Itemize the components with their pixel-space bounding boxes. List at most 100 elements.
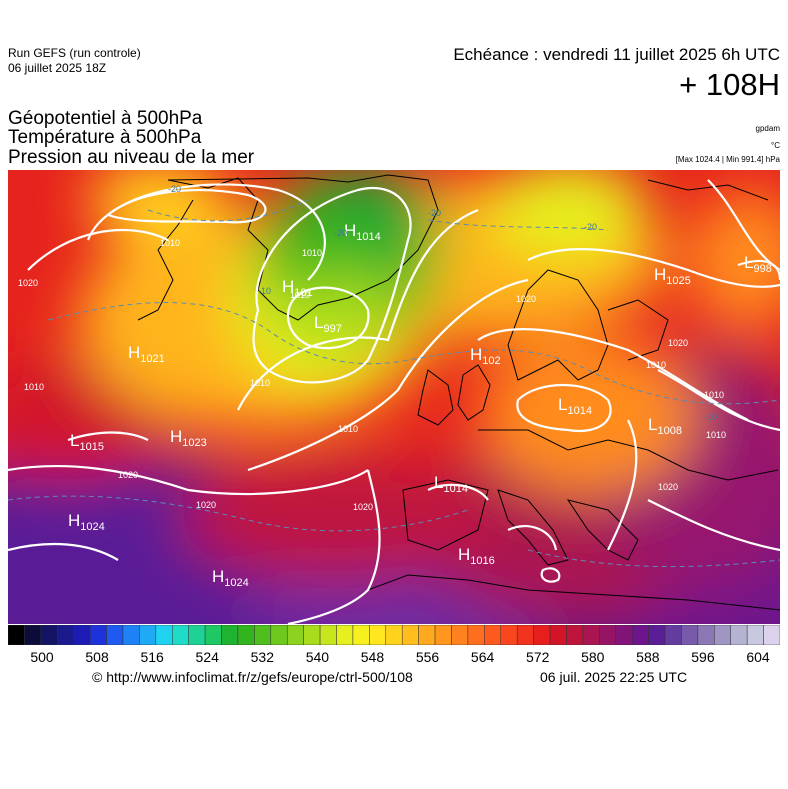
- pressure-center: L1008: [648, 415, 682, 437]
- color-scale: [8, 625, 780, 645]
- isobar-label: 1020: [118, 470, 138, 480]
- isobar-label: 1010: [706, 430, 726, 440]
- isobar-label: 1020: [196, 500, 216, 510]
- color-swatch: [714, 625, 731, 645]
- color-swatch: [254, 625, 272, 645]
- color-swatch: [155, 625, 173, 645]
- color-swatch: [697, 625, 715, 645]
- color-swatch: [24, 625, 42, 645]
- color-swatch: [664, 625, 682, 645]
- color-swatch: [89, 625, 107, 645]
- color-swatch: [237, 625, 255, 645]
- pressure-center: H1023: [170, 427, 207, 449]
- color-swatch: [516, 625, 534, 645]
- pressure-center: H1024: [212, 567, 249, 589]
- color-scale-tick: 564: [470, 649, 495, 665]
- color-swatch: [303, 625, 321, 645]
- isobar-label: 1010: [646, 360, 666, 370]
- isobar-label: 1010: [290, 290, 310, 300]
- isobar-label: 1010: [250, 378, 270, 388]
- pressure-center: L998: [744, 253, 772, 275]
- unit-geopotential: gpdam: [755, 124, 780, 133]
- color-scale-tick: 604: [746, 649, 770, 665]
- color-scale-tick: 508: [85, 649, 109, 665]
- color-swatch: [467, 625, 485, 645]
- parameter-pressure: Pression au niveau de la mer: [8, 147, 255, 168]
- run-title: Run GEFS (run controle): [8, 46, 141, 60]
- isotherm-label: -20: [334, 228, 347, 238]
- geopotential-field: [8, 170, 780, 624]
- isobar-label: 1010: [704, 390, 724, 400]
- color-swatch: [615, 625, 633, 645]
- color-swatch: [385, 625, 403, 645]
- pressure-center: L1014: [558, 395, 592, 417]
- color-swatch: [139, 625, 157, 645]
- color-scale-tick: 532: [250, 649, 274, 665]
- color-swatch: [500, 625, 518, 645]
- color-swatch: [204, 625, 222, 645]
- run-date: 06 juillet 2025 18Z: [8, 61, 107, 75]
- isotherm-label: -10: [258, 286, 271, 296]
- pressure-center: H101: [282, 277, 313, 299]
- isotherm-label: -20: [584, 222, 597, 232]
- copyright-text: © http://www.infoclimat.fr/z/gefs/europe…: [92, 669, 413, 685]
- color-swatch: [319, 625, 337, 645]
- isotherm-label: -20: [428, 208, 441, 218]
- color-swatch: [352, 625, 370, 645]
- isobar-label: 1010: [302, 248, 322, 258]
- color-swatch: [57, 625, 74, 645]
- color-swatch: [599, 625, 616, 645]
- color-scale-ticks: 500 508 516 524 532 540 548 556 564 572 580 588 596 6…: [8, 649, 780, 667]
- color-scale-tick: 588: [636, 649, 660, 665]
- color-swatch: [648, 625, 666, 645]
- isobar-label: 1020: [516, 294, 536, 304]
- isobar-label: 1010: [160, 238, 180, 248]
- color-swatch: [730, 625, 748, 645]
- color-swatch: [434, 625, 452, 645]
- color-swatch: [40, 625, 58, 645]
- isobar-label: 1020: [353, 502, 373, 512]
- generation-time: 06 juil. 2025 22:25 UTC: [540, 669, 688, 685]
- color-scale-tick: 500: [30, 649, 54, 665]
- color-scale-tick: 548: [360, 649, 385, 665]
- color-swatch: [401, 625, 419, 645]
- isobar-label: 1020: [668, 338, 688, 348]
- valid-time: Echéance : vendredi 11 juillet 2025 6h U…: [453, 45, 780, 64]
- pressure-center: L1015: [70, 431, 104, 453]
- isobar-label: 1010: [24, 382, 44, 392]
- color-swatch: [451, 625, 469, 645]
- parameter-temperature: Température à 500hPa: [8, 127, 202, 148]
- color-swatch: [286, 625, 304, 645]
- color-swatch: [172, 625, 189, 645]
- color-scale-tick: 540: [305, 649, 330, 665]
- color-swatch: [270, 625, 288, 645]
- color-swatch: [746, 625, 764, 645]
- pressure-center: L997: [314, 313, 342, 335]
- color-swatch: [418, 625, 436, 645]
- pressure-center: H1025: [654, 265, 691, 287]
- color-scale-tick: 516: [140, 649, 164, 665]
- color-swatch: [369, 625, 387, 645]
- pressure-center: L1014: [434, 473, 468, 495]
- pressure-center: H1016: [458, 545, 495, 567]
- color-scale-tick: 556: [415, 649, 440, 665]
- color-swatch: [549, 625, 567, 645]
- color-swatch: [582, 625, 600, 645]
- coastlines: [137, 174, 780, 611]
- isobar-label: 1020: [18, 278, 38, 288]
- color-scale-tick: 572: [526, 649, 550, 665]
- unit-temperature: °C: [771, 141, 780, 150]
- pressure-center: H1014: [344, 221, 381, 243]
- color-swatch: [73, 625, 91, 645]
- parameter-geopotential: Géopotentiel à 500hPa: [8, 108, 203, 129]
- isobar-label: 1010: [338, 424, 358, 434]
- color-swatch: [763, 625, 780, 645]
- pressure-center: H102: [470, 345, 501, 367]
- lead-time: + 108H: [679, 67, 780, 102]
- pressure-range: [Max 1024.4 | Min 991.4] hPa: [675, 155, 780, 164]
- color-swatch: [631, 625, 649, 645]
- color-swatch: [484, 625, 502, 645]
- isotherms: [8, 199, 780, 568]
- isobars: [8, 179, 780, 624]
